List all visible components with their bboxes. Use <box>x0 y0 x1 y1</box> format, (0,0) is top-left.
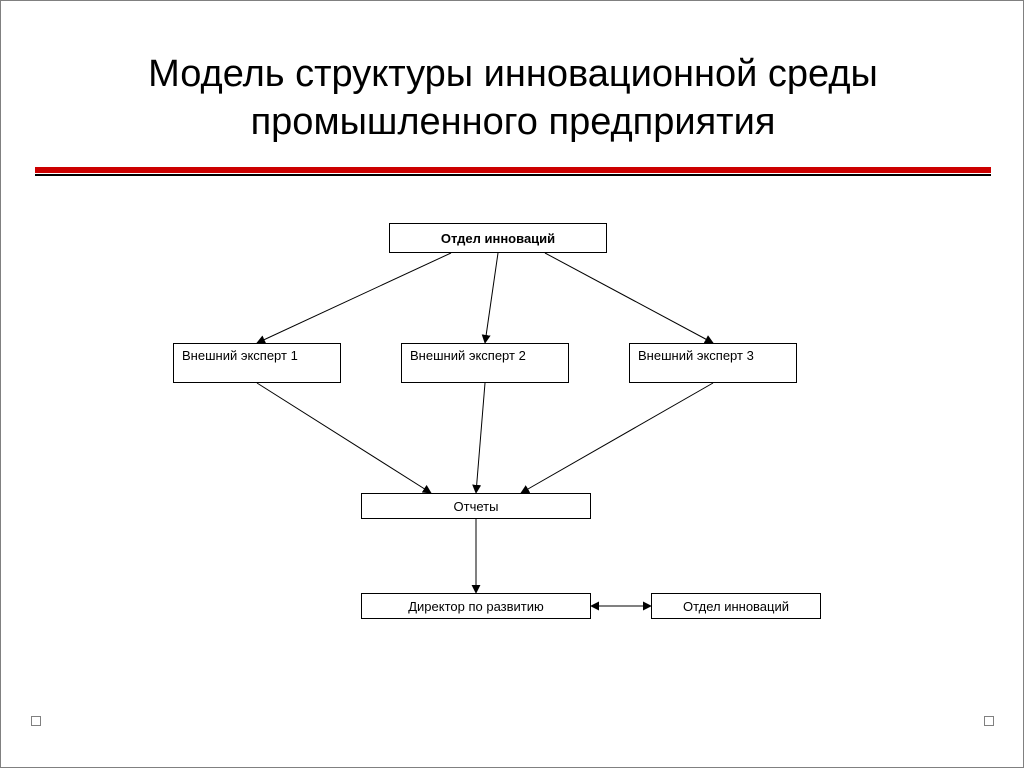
slide: Модель структуры инновационной среды про… <box>0 0 1024 768</box>
title-rule-black <box>35 174 991 176</box>
slide-bullet-right <box>984 716 994 726</box>
node-expert-3: Внешний эксперт 3 <box>629 343 797 383</box>
title-block: Модель структуры инновационной среды про… <box>35 51 991 146</box>
node-reports: Отчеты <box>361 493 591 519</box>
node-expert-1: Внешний эксперт 1 <box>173 343 341 383</box>
node-innovation-dept-top: Отдел инноваций <box>389 223 607 253</box>
slide-title: Модель структуры инновационной среды про… <box>35 51 991 146</box>
slide-bullet-left <box>31 716 41 726</box>
title-rule-red <box>35 167 991 173</box>
node-innovation-dept-bottom: Отдел инноваций <box>651 593 821 619</box>
node-director: Директор по развитию <box>361 593 591 619</box>
node-expert-2: Внешний эксперт 2 <box>401 343 569 383</box>
